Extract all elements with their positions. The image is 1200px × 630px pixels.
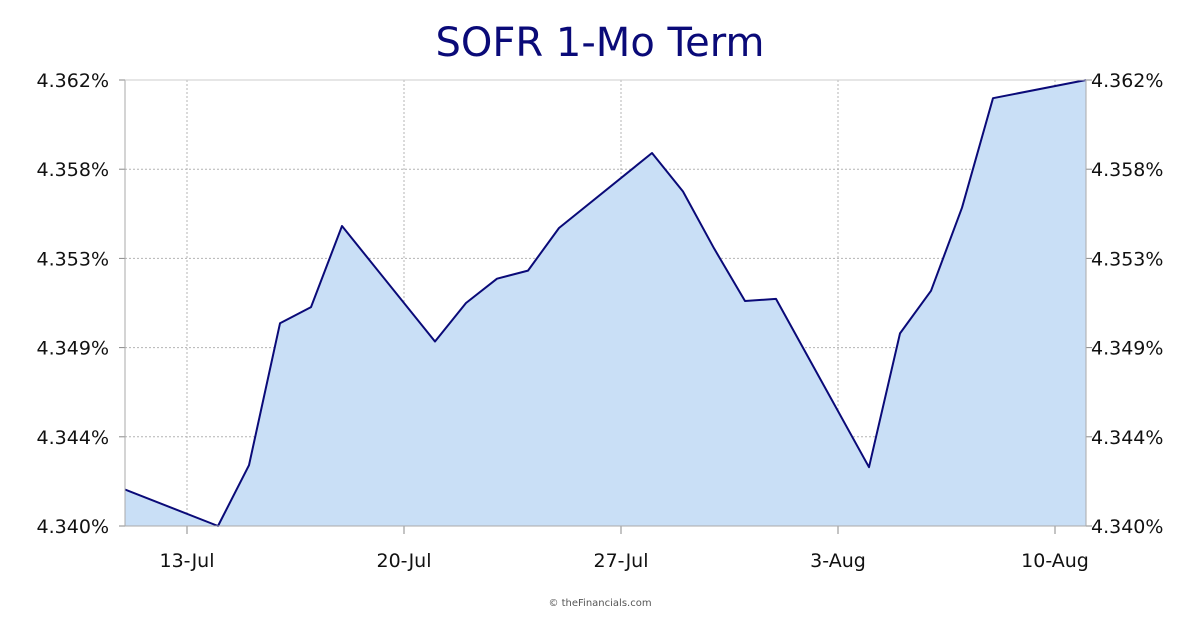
data-point — [465, 302, 467, 304]
data-point — [558, 227, 560, 229]
data-point — [899, 332, 901, 334]
y-tick-label-left: 4.362% — [37, 70, 109, 92]
area-fill — [125, 80, 1086, 526]
data-point — [775, 298, 777, 300]
data-point — [682, 191, 684, 193]
data-point — [713, 247, 715, 249]
data-point — [992, 97, 994, 99]
data-point — [930, 290, 932, 292]
x-tick-label: 10-Aug — [1021, 550, 1089, 572]
data-point — [248, 464, 250, 466]
data-point — [961, 207, 963, 209]
data-point — [341, 225, 343, 227]
copyright-credit: © theFinancials.com — [548, 598, 652, 609]
data-point — [434, 341, 436, 343]
data-point — [496, 278, 498, 280]
data-point — [279, 322, 281, 324]
x-tick-label: 20-Jul — [376, 550, 431, 572]
y-tick-label-right: 4.358% — [1091, 159, 1163, 181]
data-point — [310, 306, 312, 308]
data-point — [527, 270, 529, 272]
y-tick-label-left: 4.340% — [37, 516, 109, 538]
x-tick-label: 27-Jul — [593, 550, 648, 572]
data-point — [868, 466, 870, 468]
series-line — [124, 79, 1087, 527]
y-tick-label-left: 4.353% — [37, 248, 109, 270]
chart-title: SOFR 1-Mo Term — [435, 20, 765, 66]
y-tick-label-right: 4.349% — [1091, 338, 1163, 360]
labels-group: 4.340% 4.340% 4.344% 4.344% 4.349% 4.349% 4.35… — [37, 70, 1164, 572]
axes-group — [119, 79, 1092, 534]
data-point — [651, 152, 653, 154]
y-tick-label-right: 4.340% — [1091, 516, 1163, 538]
y-tick-label-right: 4.353% — [1091, 248, 1163, 270]
data-point — [744, 300, 746, 302]
x-tick-label: 13-Jul — [159, 550, 214, 572]
y-tick-label-right: 4.362% — [1091, 70, 1163, 92]
y-tick-label-left: 4.344% — [37, 427, 109, 449]
x-tick-label: 3-Aug — [810, 550, 866, 572]
y-tick-label-right: 4.344% — [1091, 427, 1163, 449]
y-tick-label-left: 4.358% — [37, 159, 109, 181]
y-tick-label-left: 4.349% — [37, 338, 109, 360]
